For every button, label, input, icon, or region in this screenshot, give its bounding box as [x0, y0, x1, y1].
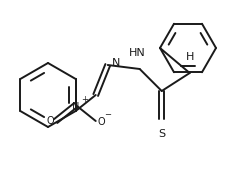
Text: N: N: [112, 58, 120, 68]
Text: O: O: [46, 116, 54, 126]
Text: +: +: [81, 96, 88, 105]
Text: O: O: [98, 117, 105, 127]
Text: N: N: [72, 102, 79, 112]
Text: HN: HN: [129, 48, 146, 58]
Text: S: S: [158, 129, 165, 139]
Text: −: −: [104, 110, 111, 120]
Text: H: H: [185, 52, 194, 62]
